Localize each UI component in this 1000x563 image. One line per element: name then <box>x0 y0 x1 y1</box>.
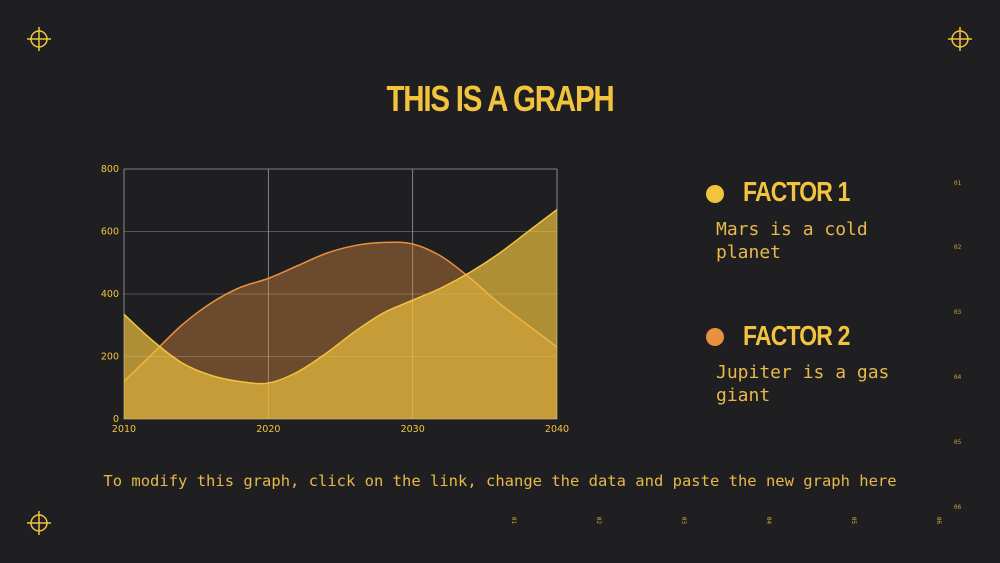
y-tick-label: 600 <box>101 227 119 238</box>
side-tick-label: 04 <box>954 374 962 381</box>
series-2-area <box>124 209 557 419</box>
bottom-tick-label: 03 <box>680 516 688 525</box>
side-tick-label: 02 <box>954 244 962 251</box>
area-chart: 0 200 400 600 800 2010 2020 2030 2040 <box>101 164 569 435</box>
bottom-tick-label: 04 <box>765 516 773 525</box>
side-tick-label: 01 <box>954 180 962 187</box>
series-2-line <box>123 209 558 385</box>
crosshair-icon <box>27 27 51 51</box>
y-tick-label: 200 <box>101 352 119 363</box>
x-tick-label: 2030 <box>401 424 425 435</box>
page-title: THIS IS A GRAPH <box>386 78 614 119</box>
side-tick-label: 06 <box>954 504 962 511</box>
bottom-tick-label: 01 <box>510 516 518 525</box>
bottom-tick-label: 06 <box>935 516 943 525</box>
side-tick-label: 05 <box>954 439 962 446</box>
factor-1-description: Mars is a cold planet <box>716 219 868 263</box>
crosshair-icon <box>948 27 972 51</box>
y-tick-label: 400 <box>101 289 119 300</box>
y-tick-label: 800 <box>101 164 119 175</box>
factor-2-description: Jupiter is a gas giant <box>716 362 890 406</box>
x-tick-label: 2010 <box>112 424 136 435</box>
x-tick-label: 2020 <box>256 424 280 435</box>
bottom-tick-label: 05 <box>850 516 858 525</box>
bottom-tick-label: 02 <box>595 516 603 525</box>
factor-1-title: FACTOR 1 <box>743 176 850 207</box>
footer-instructions: To modify this graph, click on the link,… <box>103 472 897 490</box>
x-tick-label: 2040 <box>545 424 569 435</box>
side-tick-label: 03 <box>954 309 962 316</box>
factor-2-title: FACTOR 2 <box>743 320 850 351</box>
factor-1-dot <box>706 185 724 203</box>
y-tick-label: 0 <box>113 414 119 425</box>
factor-2-dot <box>706 328 724 346</box>
crosshair-icon <box>27 511 51 535</box>
